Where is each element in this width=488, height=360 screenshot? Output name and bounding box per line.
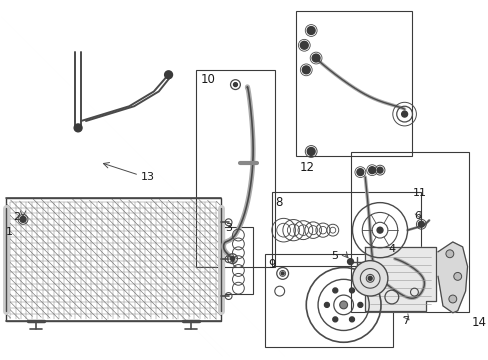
Circle shape: [332, 288, 337, 293]
Text: 10: 10: [201, 73, 216, 86]
Bar: [6, 198, 220, 321]
Circle shape: [306, 27, 314, 35]
Circle shape: [339, 301, 347, 309]
Text: 11: 11: [412, 188, 426, 198]
Circle shape: [453, 273, 461, 280]
Text: 1: 1: [6, 227, 13, 237]
Text: 12: 12: [299, 161, 314, 174]
Circle shape: [349, 317, 354, 322]
Circle shape: [418, 221, 424, 227]
Circle shape: [352, 261, 387, 296]
Text: 3: 3: [225, 223, 232, 233]
Circle shape: [233, 83, 237, 86]
Circle shape: [347, 259, 353, 265]
Text: 2: 2: [13, 212, 20, 222]
Text: 7: 7: [401, 316, 408, 326]
Circle shape: [376, 227, 382, 233]
Circle shape: [324, 302, 329, 307]
Text: 14: 14: [470, 316, 486, 329]
Text: 13: 13: [141, 172, 155, 182]
Circle shape: [367, 276, 371, 280]
Circle shape: [445, 250, 453, 258]
Circle shape: [357, 302, 362, 307]
Circle shape: [376, 167, 382, 173]
Circle shape: [302, 66, 309, 74]
Circle shape: [281, 272, 284, 275]
Bar: [264, 254, 392, 347]
Bar: [271, 192, 421, 266]
Text: 6: 6: [414, 211, 421, 221]
Circle shape: [356, 169, 363, 176]
Bar: [223, 227, 253, 294]
Bar: [350, 153, 468, 312]
Bar: [196, 70, 274, 266]
Circle shape: [368, 167, 375, 174]
Circle shape: [349, 288, 354, 293]
Text: 5: 5: [330, 251, 337, 261]
Polygon shape: [365, 247, 435, 311]
Text: 8: 8: [274, 196, 282, 209]
Bar: [296, 11, 412, 156]
Circle shape: [20, 216, 26, 222]
Circle shape: [164, 71, 172, 79]
Text: 4: 4: [388, 244, 395, 254]
Circle shape: [230, 257, 234, 261]
Text: 9: 9: [267, 258, 275, 271]
Polygon shape: [437, 242, 467, 313]
Circle shape: [306, 148, 314, 156]
Circle shape: [300, 41, 307, 49]
Circle shape: [401, 111, 407, 117]
Circle shape: [448, 295, 456, 303]
Circle shape: [311, 54, 319, 62]
Circle shape: [332, 317, 337, 322]
Circle shape: [74, 124, 82, 132]
